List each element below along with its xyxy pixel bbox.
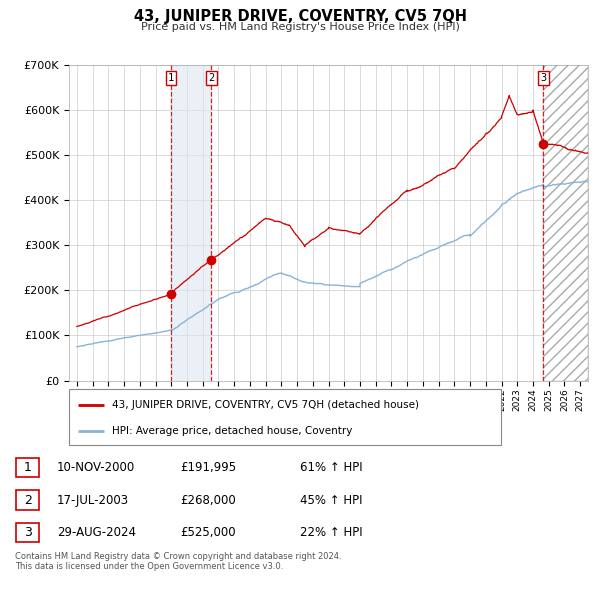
Text: 3: 3	[540, 73, 547, 83]
Text: 45% ↑ HPI: 45% ↑ HPI	[300, 493, 362, 507]
Text: 2: 2	[208, 73, 214, 83]
Text: 17-JUL-2003: 17-JUL-2003	[57, 493, 129, 507]
Text: £191,995: £191,995	[180, 461, 236, 474]
FancyBboxPatch shape	[69, 389, 501, 445]
FancyBboxPatch shape	[16, 490, 39, 510]
Text: Price paid vs. HM Land Registry's House Price Index (HPI): Price paid vs. HM Land Registry's House …	[140, 22, 460, 32]
Text: 22% ↑ HPI: 22% ↑ HPI	[300, 526, 362, 539]
Bar	[171, 65, 211, 381]
Text: HPI: Average price, detached house, Coventry: HPI: Average price, detached house, Cove…	[112, 427, 353, 437]
Text: 43, JUNIPER DRIVE, COVENTRY, CV5 7QH (detached house): 43, JUNIPER DRIVE, COVENTRY, CV5 7QH (de…	[112, 400, 419, 410]
Text: Contains HM Land Registry data © Crown copyright and database right 2024.
This d: Contains HM Land Registry data © Crown c…	[15, 552, 341, 571]
Text: 1: 1	[23, 461, 32, 474]
Text: 1: 1	[168, 73, 175, 83]
Text: 10-NOV-2000: 10-NOV-2000	[57, 461, 135, 474]
Text: 3: 3	[23, 526, 32, 539]
Text: £268,000: £268,000	[180, 493, 236, 507]
FancyBboxPatch shape	[16, 458, 39, 477]
Text: 29-AUG-2024: 29-AUG-2024	[57, 526, 136, 539]
Text: 43, JUNIPER DRIVE, COVENTRY, CV5 7QH: 43, JUNIPER DRIVE, COVENTRY, CV5 7QH	[133, 9, 467, 24]
Text: £525,000: £525,000	[180, 526, 236, 539]
FancyBboxPatch shape	[16, 523, 39, 542]
Text: 2: 2	[23, 493, 32, 507]
Text: 61% ↑ HPI: 61% ↑ HPI	[300, 461, 362, 474]
